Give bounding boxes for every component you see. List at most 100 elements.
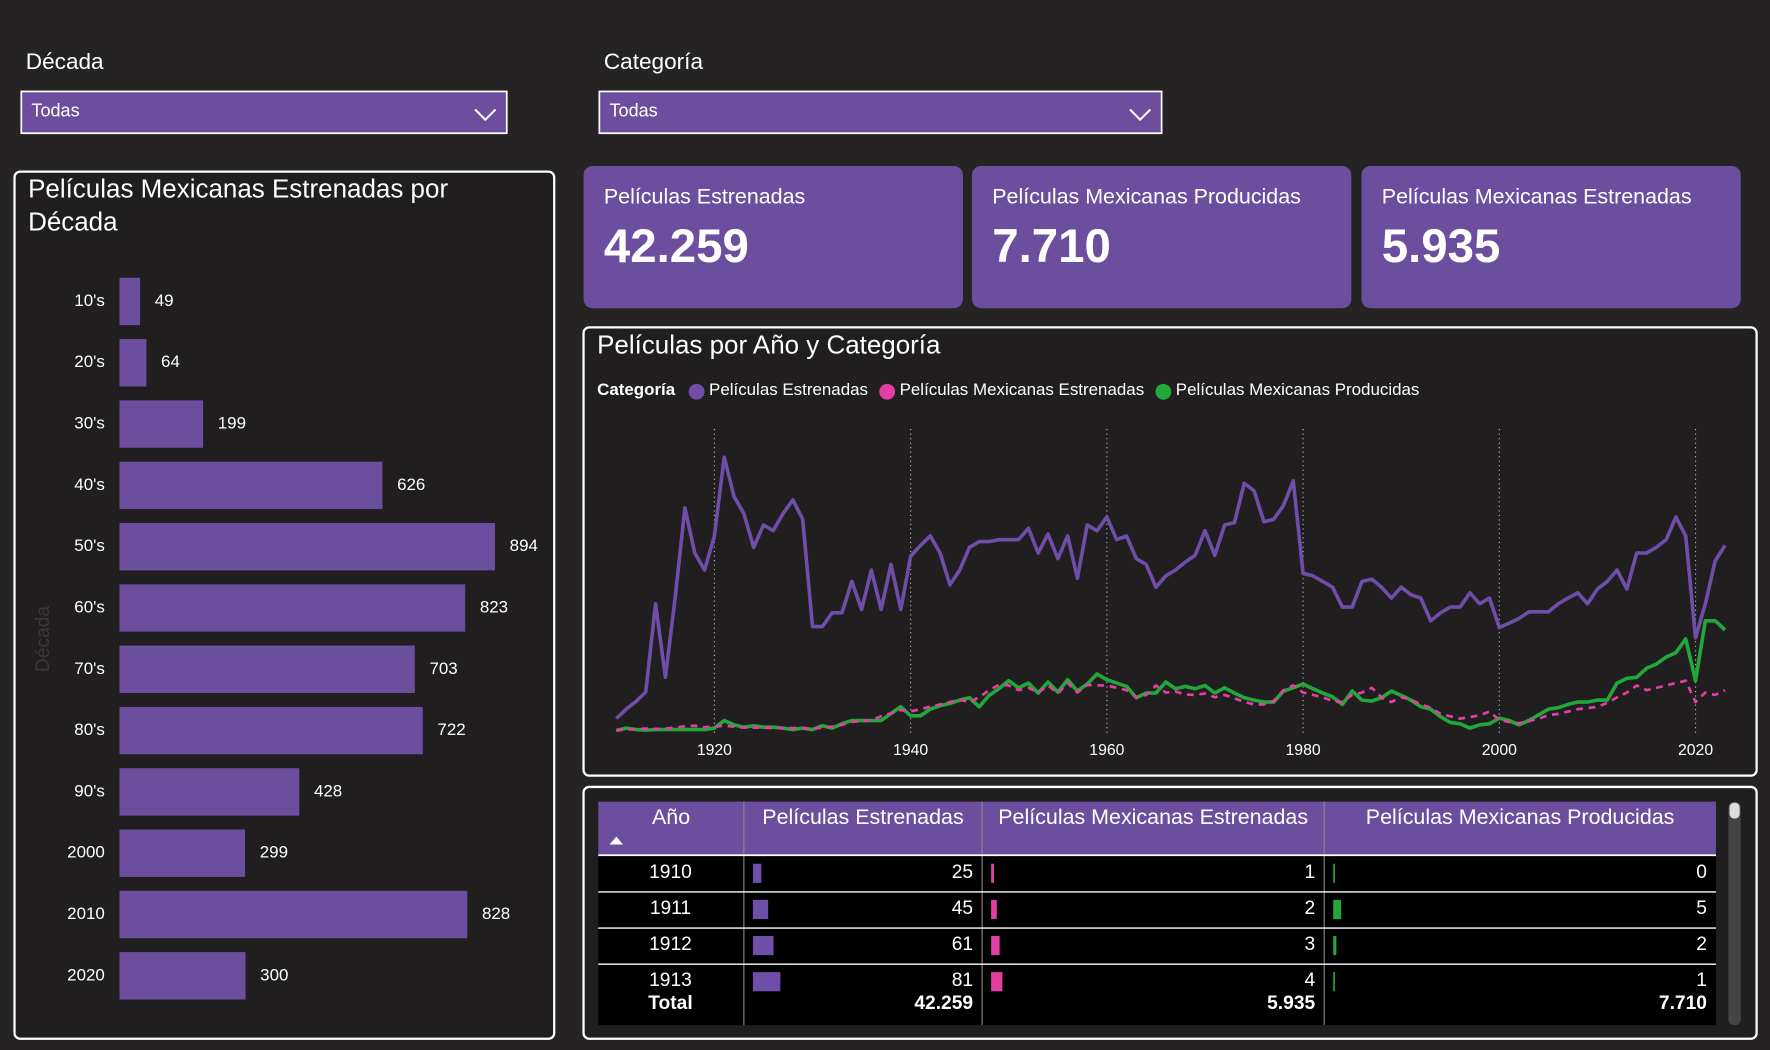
bar	[119, 768, 300, 816]
series-line	[615, 619, 1727, 733]
cell: 1	[1304, 862, 1315, 883]
cell: 3	[1304, 934, 1315, 955]
filter-label: Categoría	[604, 49, 704, 74]
data-bar	[1333, 863, 1335, 883]
value-label: 894	[510, 536, 538, 555]
column-header: Año	[652, 805, 690, 829]
bar	[119, 339, 147, 387]
cell: 81	[952, 970, 973, 991]
kpi-card	[971, 165, 1352, 309]
chevron[interactable]	[1129, 108, 1152, 122]
column-header: Películas Mexicanas Producidas	[1366, 805, 1675, 829]
panel	[582, 326, 1758, 777]
data-bar	[991, 863, 994, 883]
bar	[119, 461, 383, 510]
legend-marker	[1155, 383, 1172, 400]
cell: 1911	[650, 898, 691, 919]
cell: 2	[1304, 898, 1315, 919]
dropdown[interactable]: Todas	[598, 90, 1163, 135]
data-bar	[752, 972, 781, 992]
filter-label: Década	[26, 49, 104, 74]
data-bar	[1333, 972, 1335, 992]
category-label: 2020	[67, 965, 105, 984]
x-tick-label: 1920	[697, 742, 732, 759]
cell: 61	[952, 934, 973, 955]
data-bar	[752, 863, 762, 883]
value-label: 299	[260, 843, 288, 862]
data-bar	[991, 899, 997, 920]
bar-chart-title: Películas Mexicanas Estrenadas por Décad…	[28, 173, 449, 236]
bar	[119, 829, 246, 877]
category-label: 50's	[74, 536, 105, 555]
cell: 0	[1696, 862, 1707, 883]
dropdown-box[interactable]	[598, 90, 1163, 135]
value-label: 823	[480, 597, 508, 616]
legend-label: Películas Mexicanas Estrenadas	[900, 380, 1145, 399]
x-tick-label: 1960	[1089, 742, 1124, 759]
value-label: 199	[218, 414, 246, 433]
chevron[interactable]	[474, 108, 497, 122]
category-label: 2000	[67, 843, 105, 862]
title-box: Películas Mexicanas Estrenadas por Décad…	[28, 173, 449, 236]
bar	[119, 522, 495, 571]
content: Películas Estrenadas 42.259 Películas Mexi…	[67, 165, 1741, 1026]
category-label: 90's	[74, 781, 105, 800]
category-label: 10's	[74, 291, 105, 310]
kpi-value: 7.710	[992, 220, 1111, 273]
bar	[119, 584, 466, 632]
category-label: 40's	[74, 475, 105, 494]
value-label: 703	[429, 659, 457, 678]
value-label: 722	[437, 720, 465, 739]
dropdown-box[interactable]	[20, 90, 508, 135]
sort-arrow[interactable]	[609, 836, 624, 845]
legend-label: Películas Estrenadas	[709, 380, 868, 399]
cell: 1910	[649, 862, 692, 883]
value-label: 428	[314, 781, 342, 800]
category-label: 30's	[74, 414, 105, 433]
scrollbar[interactable]	[1728, 801, 1741, 1026]
category-label: 80's	[74, 720, 105, 739]
total-cell: 5.935	[1267, 993, 1315, 1014]
value-label: 300	[260, 965, 288, 984]
x-tick-label: 2020	[1678, 742, 1713, 759]
kpi-card	[583, 165, 963, 309]
y-axis-label: Década	[33, 606, 54, 672]
data-bar	[991, 972, 1003, 992]
value-label: 828	[482, 904, 510, 923]
column-header: Películas Mexicanas Estrenadas	[998, 805, 1308, 829]
column-header: Películas Estrenadas	[762, 805, 963, 829]
kpi-label: Películas Estrenadas	[604, 184, 805, 208]
dropdown-value[interactable]: Todas	[31, 101, 79, 121]
cell: 45	[952, 898, 973, 919]
dropdown-value[interactable]: Todas	[610, 101, 658, 121]
x-tick-label: 2000	[1482, 742, 1517, 759]
cell: 25	[952, 862, 973, 883]
value-label: 64	[161, 352, 180, 371]
value-label: 49	[155, 291, 174, 310]
data-bar	[1333, 899, 1342, 920]
total-cell: Total	[648, 993, 692, 1014]
scroll-thumb[interactable]	[1729, 802, 1740, 819]
dropdown[interactable]: Todas	[20, 90, 508, 135]
legend-label: Películas Mexicanas Producidas	[1176, 380, 1420, 399]
bar	[119, 706, 423, 755]
data-bar	[991, 935, 1000, 956]
bar	[119, 645, 415, 693]
data-bar	[752, 899, 769, 920]
x-tick-label: 1980	[1286, 742, 1321, 759]
x-tick-label: 1940	[893, 742, 928, 759]
category-label: 2010	[67, 904, 105, 923]
cell: 5	[1696, 898, 1707, 919]
kpi-label: Películas Mexicanas Producidas	[992, 184, 1301, 208]
legend-title: Categoría	[597, 380, 676, 399]
bar	[119, 400, 204, 448]
kpi-card	[1361, 165, 1741, 309]
bar	[119, 277, 141, 326]
legend-marker	[879, 383, 896, 400]
total-cell: 42.259	[914, 993, 973, 1014]
cell: 2	[1696, 934, 1707, 955]
category-label: 70's	[74, 659, 105, 678]
data-bar	[752, 935, 774, 956]
kpi-value: 5.935	[1382, 220, 1501, 273]
